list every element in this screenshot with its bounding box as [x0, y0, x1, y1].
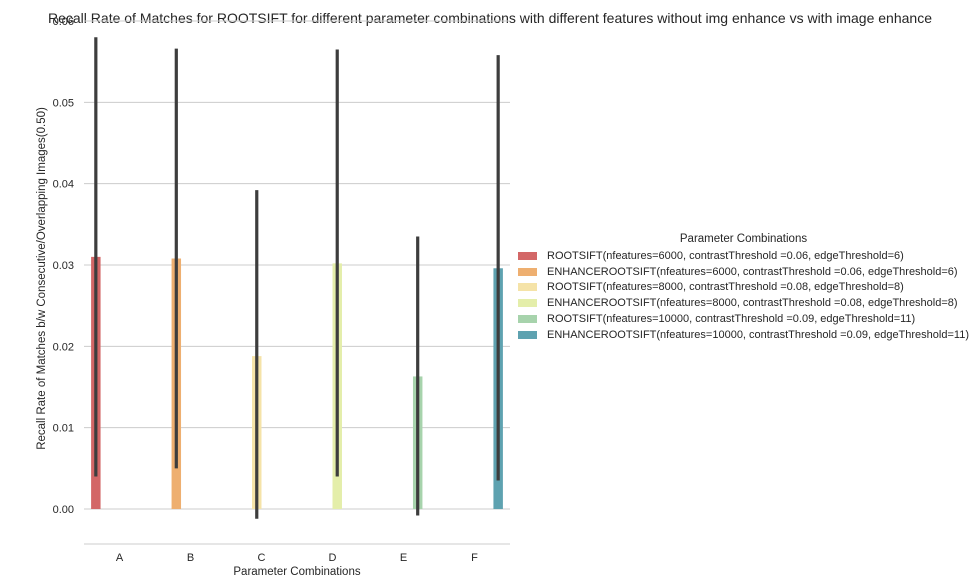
legend: Parameter Combinations ROOTSIFT(nfeature… [518, 233, 969, 343]
legend-swatch [518, 315, 537, 324]
legend-swatch [518, 283, 537, 292]
axes: 0.00 0.01 0.02 0.03 0.04 0.05 0.06 A B C D E F Parame… [36, 16, 510, 576]
x-tick-label: F [471, 552, 478, 564]
legend-items: ROOTSIFT(nfeatures=6000, contrastThresho… [518, 248, 969, 343]
x-tick-label: B [187, 552, 194, 564]
legend-label: ROOTSIFT(nfeatures=10000, contrastThresh… [547, 313, 916, 326]
legend-label: ENHANCEROOTSIFT(nfeatures=8000, contrast… [547, 297, 958, 310]
error-bars [94, 37, 500, 519]
y-tick-label: 0.03 [53, 260, 74, 272]
y-tick-label: 0.01 [53, 423, 74, 435]
legend-swatch [518, 251, 537, 260]
y-tick-label: 0.06 [53, 16, 74, 28]
bars [91, 256, 503, 510]
y-tick-label: 0.02 [53, 341, 74, 353]
y-tick-label: 0.04 [53, 179, 74, 191]
y-tick-label: 0.00 [53, 504, 74, 516]
legend-item: ENHANCEROOTSIFT(nfeatures=10000, contras… [518, 327, 969, 343]
legend-item: ROOTSIFT(nfeatures=10000, contrastThresh… [518, 311, 969, 327]
legend-swatch [518, 330, 537, 339]
x-tick-label: A [116, 552, 124, 564]
legend-label: ENHANCEROOTSIFT(nfeatures=10000, contras… [547, 328, 969, 341]
legend-swatch [518, 267, 537, 276]
x-axis-label: Parameter Combinations [233, 566, 360, 576]
legend-item: ROOTSIFT(nfeatures=6000, contrastThresho… [518, 248, 969, 264]
legend-label: ROOTSIFT(nfeatures=6000, contrastThresho… [547, 249, 904, 262]
legend-item: ROOTSIFT(nfeatures=8000, contrastThresho… [518, 280, 969, 296]
y-axis-label: Recall Rate of Matches b/w Consecutive/O… [36, 107, 48, 450]
legend-title: Parameter Combinations [679, 233, 808, 245]
grid-lines [84, 20, 510, 510]
y-tick-label: 0.05 [53, 97, 74, 109]
legend-label: ROOTSIFT(nfeatures=8000, contrastThresho… [547, 281, 904, 294]
legend-swatch [518, 299, 537, 308]
x-tick-label: D [329, 552, 337, 564]
legend-label: ENHANCEROOTSIFT(nfeatures=6000, contrast… [547, 265, 958, 278]
legend-item: ENHANCEROOTSIFT(nfeatures=8000, contrast… [518, 295, 969, 311]
x-tick-label: E [400, 552, 407, 564]
chart-title: Recall Rate of Matches for ROOTSIFT for … [48, 10, 932, 26]
legend-item: ENHANCEROOTSIFT(nfeatures=6000, contrast… [518, 264, 969, 280]
x-tick-label: C [258, 552, 266, 564]
